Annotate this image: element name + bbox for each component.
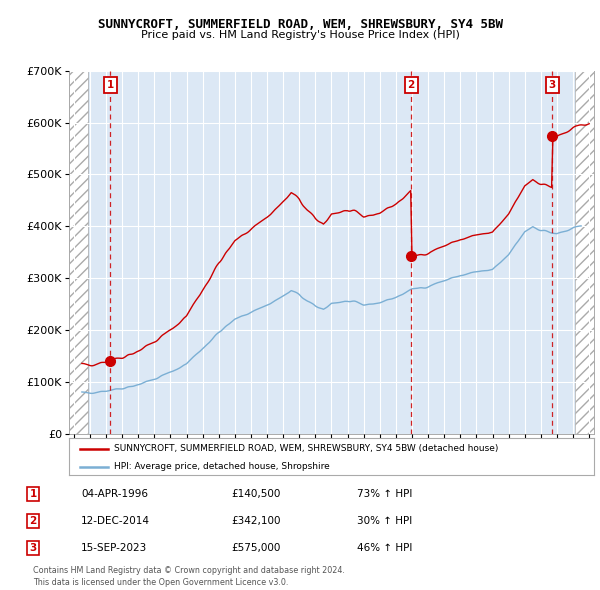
Bar <box>575 71 594 434</box>
Text: 04-APR-1996: 04-APR-1996 <box>81 489 148 499</box>
Text: HPI: Average price, detached house, Shropshire: HPI: Average price, detached house, Shro… <box>113 463 329 471</box>
Text: 2: 2 <box>407 80 415 90</box>
Text: SUNNYCROFT, SUMMERFIELD ROAD, WEM, SHREWSBURY, SY4 5BW: SUNNYCROFT, SUMMERFIELD ROAD, WEM, SHREW… <box>97 18 503 31</box>
Bar <box>575 71 594 434</box>
Text: Contains HM Land Registry data © Crown copyright and database right 2024.
This d: Contains HM Land Registry data © Crown c… <box>33 566 345 587</box>
Text: 15-SEP-2023: 15-SEP-2023 <box>81 543 147 553</box>
Text: £342,100: £342,100 <box>231 516 281 526</box>
Text: 12-DEC-2014: 12-DEC-2014 <box>81 516 150 526</box>
Text: 46% ↑ HPI: 46% ↑ HPI <box>357 543 412 553</box>
Text: 3: 3 <box>29 543 37 553</box>
Text: 2: 2 <box>29 516 37 526</box>
Text: 30% ↑ HPI: 30% ↑ HPI <box>357 516 412 526</box>
Text: 1: 1 <box>29 489 37 499</box>
Text: SUNNYCROFT, SUMMERFIELD ROAD, WEM, SHREWSBURY, SY4 5BW (detached house): SUNNYCROFT, SUMMERFIELD ROAD, WEM, SHREW… <box>113 444 498 453</box>
Text: £140,500: £140,500 <box>231 489 280 499</box>
Bar <box>69 71 88 434</box>
Text: £575,000: £575,000 <box>231 543 280 553</box>
Bar <box>69 71 88 434</box>
Text: 1: 1 <box>107 80 114 90</box>
Text: 3: 3 <box>548 80 556 90</box>
Text: 73% ↑ HPI: 73% ↑ HPI <box>357 489 412 499</box>
Text: Price paid vs. HM Land Registry's House Price Index (HPI): Price paid vs. HM Land Registry's House … <box>140 31 460 40</box>
